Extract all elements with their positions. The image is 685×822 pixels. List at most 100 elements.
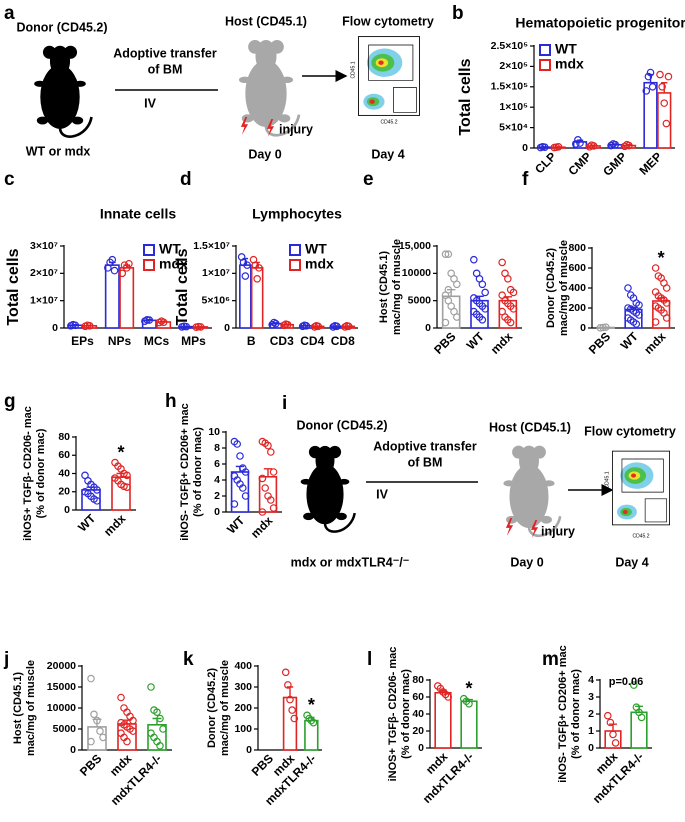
y-axis-label: iNOS- TGFβ+ CD206+ mac (179, 403, 191, 541)
flow-plot (612, 450, 670, 526)
x-tick-label: MCs (144, 334, 170, 348)
data-point (236, 452, 244, 460)
host-label: Host (CD45.1) (489, 420, 571, 434)
y-tick-label: 10000 (402, 267, 431, 279)
error-bar (625, 144, 633, 146)
y-tick-label: 20 (58, 486, 70, 498)
legend-label: WT (159, 241, 181, 257)
panel-label: i (282, 393, 287, 414)
y-axis-label: Total cells (5, 248, 22, 325)
data-point (258, 508, 267, 516)
y-tick-label: 0 (580, 322, 586, 334)
error-bar (590, 144, 597, 146)
y-tick-label: 1×10⁵ (499, 101, 528, 113)
data-point (156, 741, 164, 750)
data-point (441, 318, 450, 327)
y-tick-label: 2 (588, 708, 594, 720)
y-tick-label: 0 (418, 742, 424, 754)
x-tick-label: PBS (249, 751, 276, 778)
data-point (481, 288, 489, 297)
data-point (147, 683, 155, 691)
injury-label: injury (279, 122, 313, 136)
y-axis-label: iNOS+ TGFβ- CD206- mac (22, 406, 34, 541)
data-point (159, 318, 168, 327)
legend-label: WT (555, 41, 577, 57)
data-point (660, 99, 669, 107)
data-point (651, 264, 660, 272)
data-point (288, 706, 296, 714)
data-point (241, 272, 250, 280)
x-tick-label: NPs (108, 334, 132, 348)
data-point (117, 693, 125, 702)
data-point (620, 142, 629, 151)
data-point (644, 72, 653, 81)
x-tick-label: WT (224, 513, 248, 537)
route-label: IV (144, 96, 156, 110)
panel-label: l (367, 649, 372, 670)
data-point (470, 255, 478, 264)
x-tick-label: MPs (181, 334, 206, 348)
y-tick-label: 5×10⁴ (499, 121, 528, 133)
data-point (509, 305, 518, 313)
host-label: Host (CD45.1) (225, 14, 307, 28)
x-tick-label: CLP (532, 149, 559, 176)
significance: * (465, 678, 472, 698)
data-point (85, 322, 94, 330)
x-tick-label: mdx (101, 511, 129, 539)
y-tick-label: 6 (214, 458, 220, 470)
significance: * (308, 695, 315, 715)
x-tick-label: PBS (586, 329, 613, 356)
data-point (662, 299, 671, 307)
data-point (453, 313, 461, 321)
data-point (255, 264, 263, 272)
y-axis-label: Total cells (457, 58, 474, 135)
y-tick-label: 2×10⁷ (30, 267, 58, 279)
data-point (233, 440, 242, 448)
data-point (182, 322, 191, 331)
y-tick-label: 3 (588, 691, 594, 703)
data-point (607, 141, 615, 150)
y-tick-label: 20 (412, 725, 424, 737)
bar (104, 264, 120, 329)
diagram-i: i Donor (CD45.2) mdx or mdxTLR4⁻/⁻ Adopt… (282, 393, 676, 569)
data-point (637, 713, 646, 722)
x-tick-label: CMP (565, 149, 594, 178)
data-point (290, 714, 299, 723)
y-tick-label: 1.5×10⁷ (193, 240, 230, 252)
data-point (651, 318, 660, 326)
data-point (603, 711, 612, 720)
transfer-label: of BM (408, 455, 443, 469)
panel-label: a (4, 3, 15, 24)
data-point (624, 284, 632, 292)
legend-swatch (143, 259, 155, 271)
x-tick-label: CD4 (300, 334, 324, 348)
y-tick-label: 0 (224, 322, 230, 334)
data-point (635, 311, 643, 319)
y-tick-label: 100 (234, 723, 252, 735)
data-point (333, 322, 341, 331)
y-tick-label: 20000 (47, 660, 76, 672)
data-point (444, 285, 453, 294)
data-point (632, 320, 641, 328)
data-point (656, 70, 664, 79)
data-point (264, 441, 272, 450)
x-tick-label: MEP (636, 149, 664, 177)
flow-axis: CD45.2 (633, 533, 650, 539)
legend-label: mdx (159, 256, 188, 272)
data-point (118, 269, 127, 278)
data-point (305, 714, 314, 723)
y-tick-label: 3×10⁷ (30, 240, 58, 252)
y-axis-label: Total cells (174, 248, 191, 325)
y-axis-label: Donor (CD45.2) (545, 248, 557, 328)
data-point (646, 68, 655, 77)
error-bar (86, 324, 94, 326)
x-tick-label: CD8 (331, 334, 355, 348)
data-point (99, 733, 107, 742)
y-axis-label: iNOS- TGFβ+ CD206+ mac (557, 645, 569, 783)
panel-label: g (4, 391, 16, 412)
data-point (642, 87, 651, 95)
x-tick-label: mdx (641, 329, 669, 357)
y-tick-label: 0 (425, 322, 431, 334)
donor-label: Donor (CD45.2) (17, 20, 108, 34)
flow-axis: CD45.1 (604, 471, 610, 488)
